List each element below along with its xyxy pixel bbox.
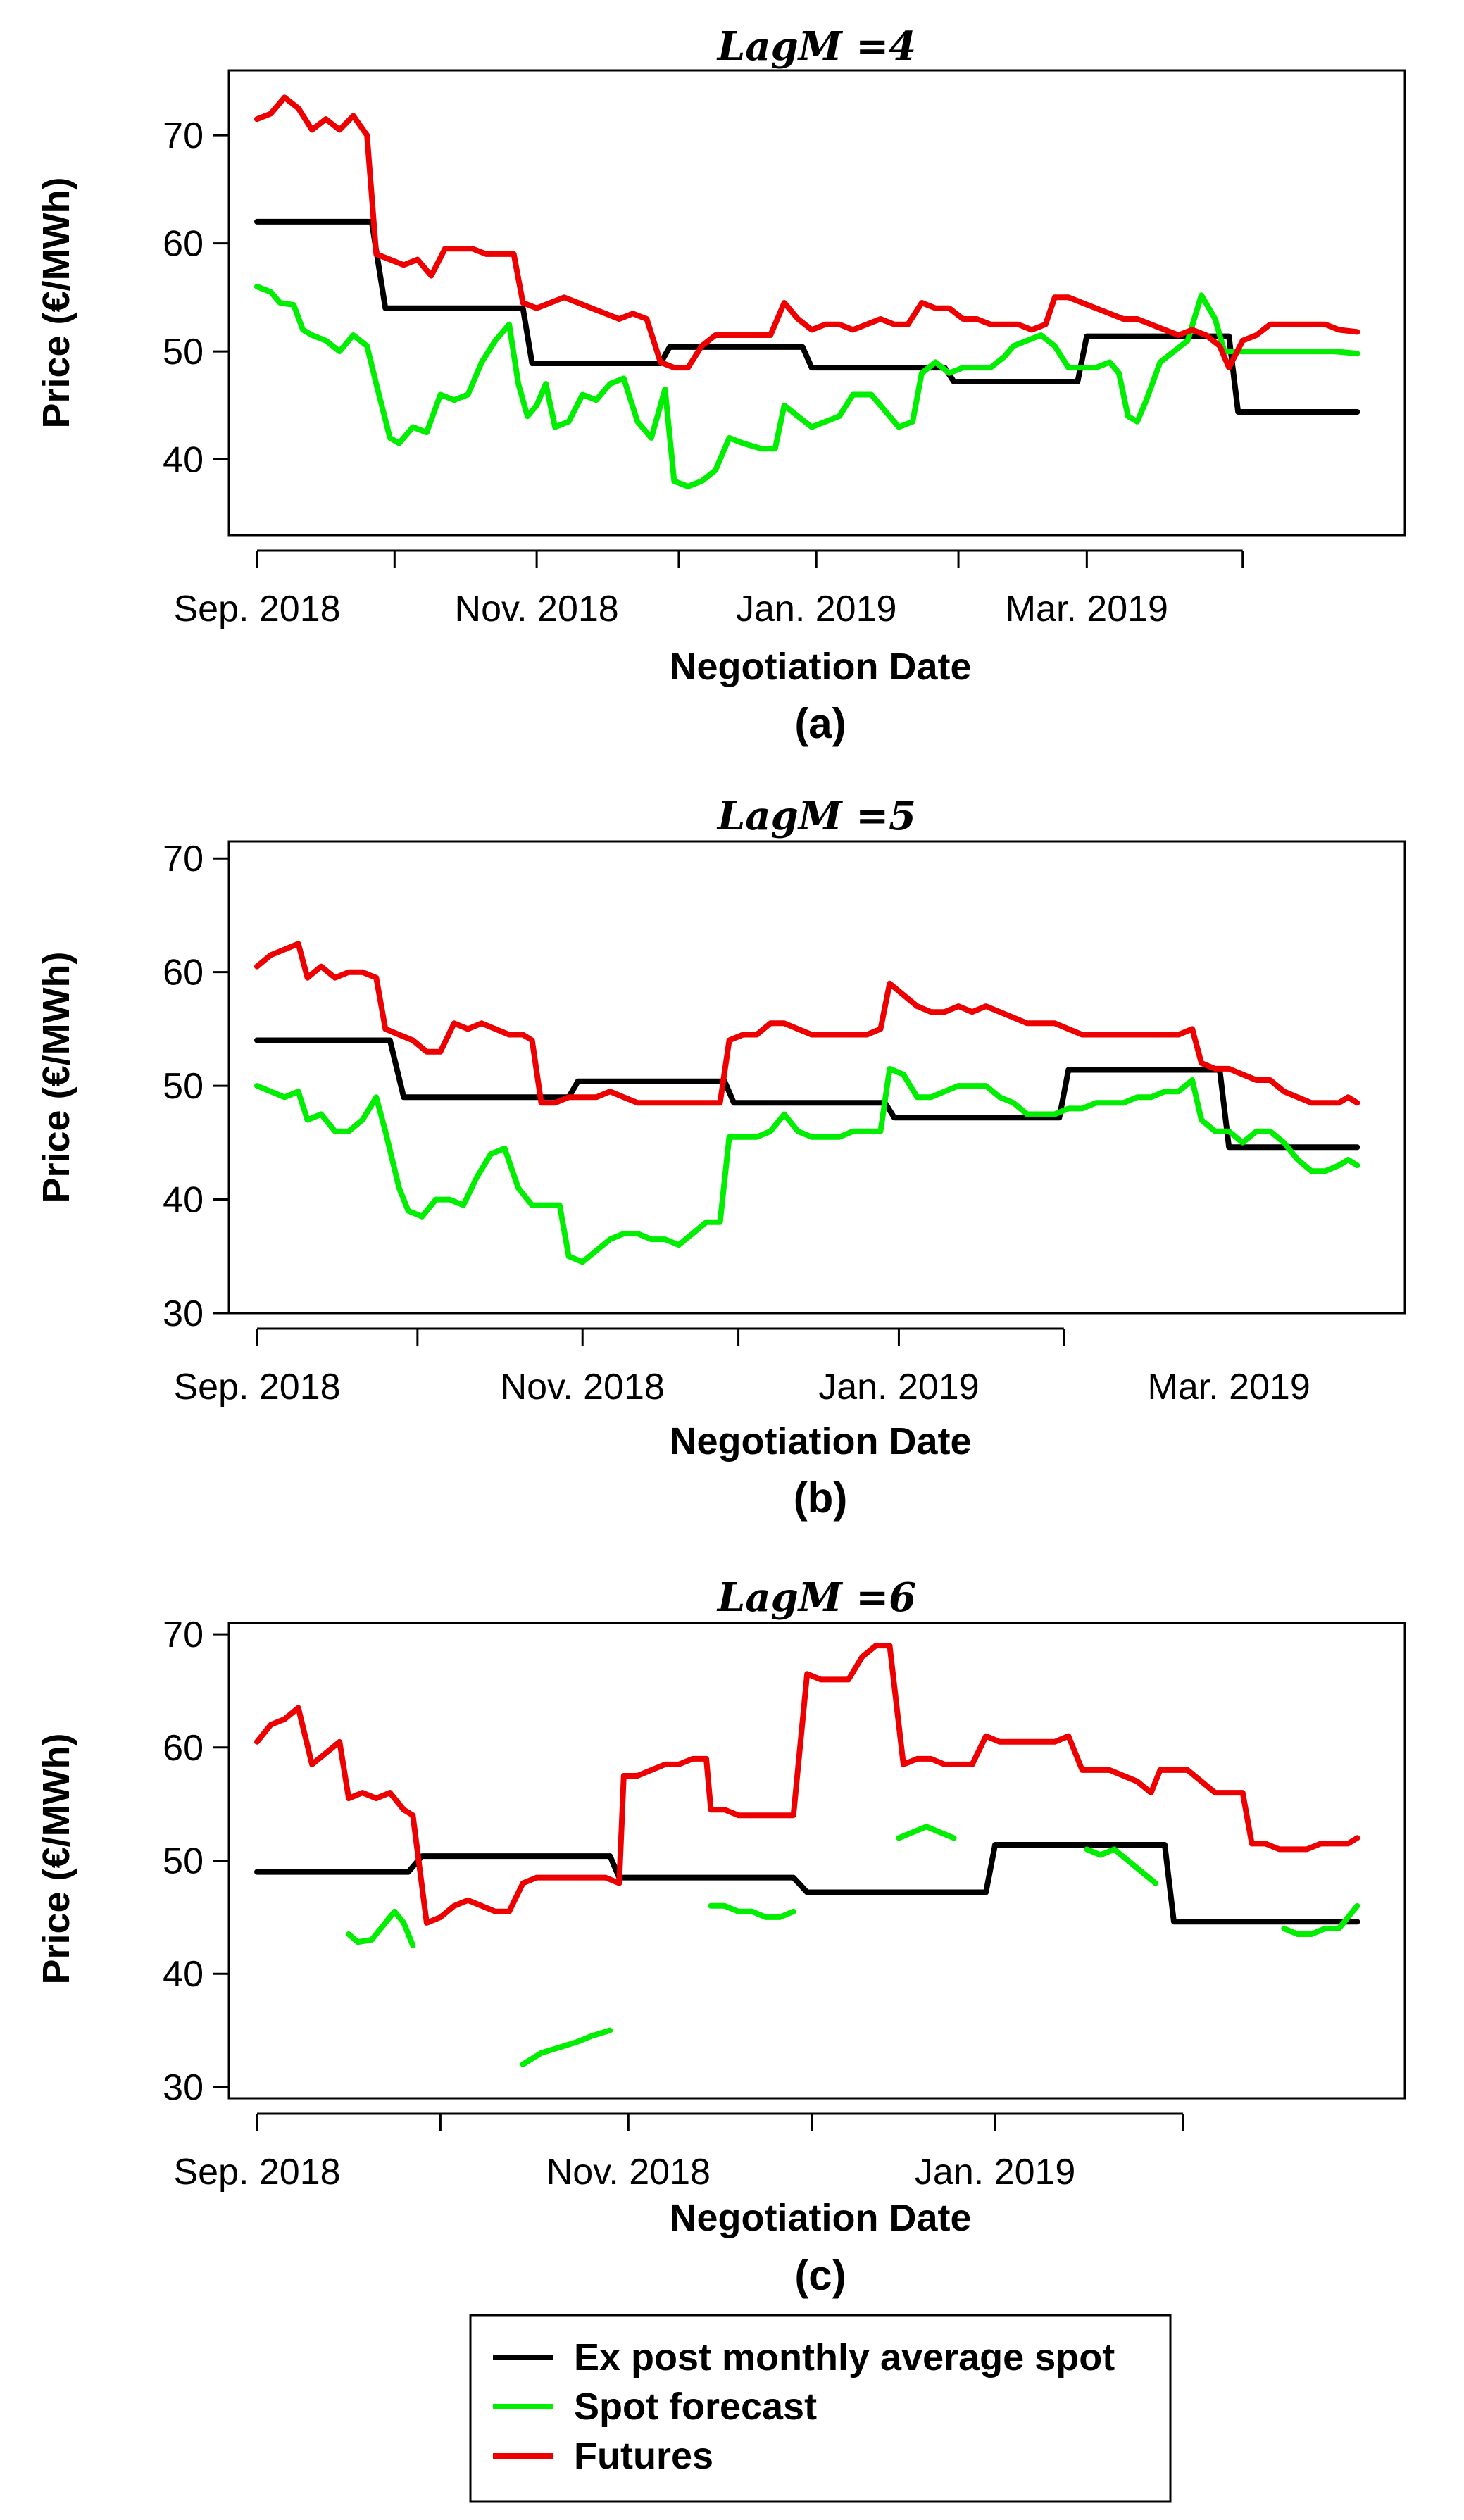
panel-a-series-ex-post-monthly-average-spot [254,218,1360,415]
legend-label-ex-post-spot: Ex post monthly average spot [574,2336,1115,2378]
panel-a-series [254,94,1360,489]
panel-b-title: LagM =5 [716,793,916,839]
panel-c-series-spot-forecast-seg2 [520,2027,613,2067]
legend-label-spot-forecast: Spot forecast [574,2386,817,2428]
panel-b-series [254,941,1360,1265]
panel-b-ytick-label-70: 70 [163,839,204,879]
panel-c-ytick-label-50: 50 [163,1841,204,1882]
panel-a-x-axis: Sep. 2018 Nov. 2018 Jan. 2019 Mar. 2019 [173,549,1244,629]
panel-c: LagM =6 30 40 50 60 70 Sep. 2018 Nov. 2018 Jan… [35,1574,1406,2299]
panel-a-xtick-label-nov-2018: Nov. 2018 [455,589,619,629]
panel-c-xtick-label-jan-2019: Jan. 2019 [915,2152,1075,2193]
panel-c-series-spot-forecast-seg6 [1281,1902,1360,1937]
panel-a-y-axis: 40 50 60 70 [163,115,229,481]
panel-b-ytick-label-30: 30 [163,1293,204,1334]
panel-c-x-axis: Sep. 2018 Nov. 2018 Jan. 2019 [173,2112,1184,2193]
panel-b-x-axis: Sep. 2018 Nov. 2018 Jan. 2019 Mar. 2019 [173,1327,1310,1408]
panel-a-xtick-label-jan-2019: Jan. 2019 [736,589,896,629]
panel-b-x-axis-label: Negotiation Date [669,1420,971,1462]
panel-a: LagM =4 40 50 60 70 Sep. 2018 Nov. 2018 Jan. … [35,23,1406,747]
panel-b-y-axis-label: Price (€/MWh) [35,951,77,1203]
panel-b-series-spot-forecast [254,1065,1360,1265]
panel-b-xtick-label-nov-2018: Nov. 2018 [501,1367,665,1408]
panel-c-series-spot-forecast-seg4 [896,1824,957,1841]
panel-c-ytick-label-40: 40 [163,1954,204,1995]
legend-label-futures: Futures [574,2435,713,2477]
panel-a-ytick-label-40: 40 [163,440,204,481]
panel-a-xtick-label-mar-2019: Mar. 2019 [1006,589,1168,629]
panel-c-title: LagM =6 [716,1574,916,1621]
panel-a-plot-frame [227,69,1406,537]
panel-c-sublabel: (c) [794,2252,846,2299]
panel-c-x-axis-label: Negotiation Date [669,2197,971,2239]
panel-a-ytick-label-70: 70 [163,115,204,156]
panel-c-series-spot-forecast-seg5 [1084,1846,1158,1886]
panel-a-x-axis-label: Negotiation Date [669,646,971,688]
panel-a-ytick-label-50: 50 [163,332,204,372]
panel-b-ytick-label-50: 50 [163,1066,204,1107]
panel-c-series-spot-forecast-seg1 [346,1908,416,1948]
panel-b-y-axis: 30 40 50 60 70 [163,839,229,1334]
panel-c-y-axis-label: Price (€/MWh) [35,1733,77,1984]
panel-c-series-futures [254,1643,1360,1926]
panel-a-ytick-label-60: 60 [163,224,204,265]
panel-c-y-axis: 30 40 50 60 70 [163,1615,229,2108]
panel-b-xtick-label-jan-2019: Jan. 2019 [818,1367,979,1408]
panel-a-series-spot-forecast [254,284,1360,489]
panel-a-series-futures [254,94,1360,371]
panel-b-ytick-label-60: 60 [163,953,204,993]
legend: Ex post monthly average spot Spot foreca… [469,2314,1172,2503]
panel-a-xtick-label-sep-2018: Sep. 2018 [173,589,340,629]
panel-c-plot-frame [227,1622,1406,2100]
panel-b-xtick-label-sep-2018: Sep. 2018 [173,1367,340,1408]
legend-box [469,2314,1172,2503]
panel-b-xtick-label-mar-2019: Mar. 2019 [1148,1367,1310,1408]
panel-b-series-futures [254,941,1360,1106]
panel-c-ytick-label-30: 30 [163,2067,204,2108]
panel-c-xtick-label-sep-2018: Sep. 2018 [173,2152,340,2193]
panel-a-title: LagM =4 [716,23,916,70]
panel-b-series-ex-post-monthly-average-spot [254,1037,1360,1151]
panel-a-y-axis-label: Price (€/MWh) [35,177,77,428]
panel-a-sublabel: (a) [794,700,846,747]
panel-c-ytick-label-70: 70 [163,1615,204,1655]
panel-c-xtick-label-nov-2018: Nov. 2018 [546,2152,711,2193]
panel-b-sublabel: (b) [794,1474,848,1522]
panel-b-plot-frame [227,840,1406,1315]
panel-c-ytick-label-60: 60 [163,1728,204,1769]
panel-c-series [254,1643,1360,2067]
panel-b-ytick-label-40: 40 [163,1180,204,1221]
panel-b: LagM =5 30 40 50 60 70 Sep. 2018 Nov. 2018 Jan… [35,793,1406,1522]
panel-c-series-spot-forecast-seg3 [708,1902,796,1920]
